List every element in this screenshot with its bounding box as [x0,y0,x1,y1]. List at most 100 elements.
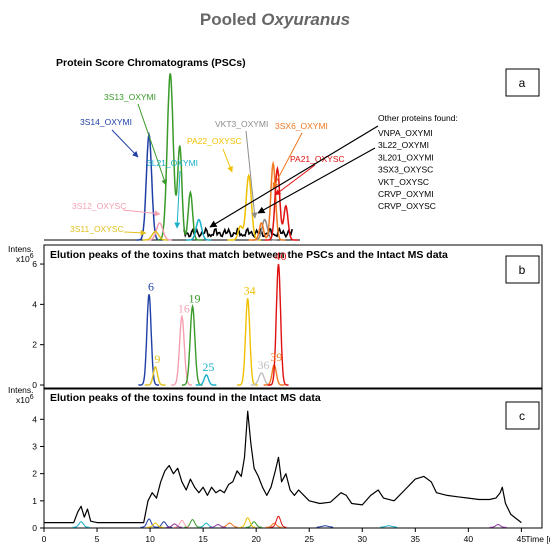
psc-label-3sx6-oxymi: 3SX6_OXYMI [275,121,328,131]
total-ion-trace [44,410,522,524]
psc-trace-pa21-oxysc [264,165,299,241]
panel-a-title: Protein Score Chromatograms (PSCs) [56,57,246,69]
panel-c-title: Elution peaks of the toxins found in the… [50,392,321,404]
psc-label-3s13-oxymi: 3S13_OXYMI [104,92,156,102]
psc-label-vkt3-oxymi: VKT3_OXYMI [215,119,268,129]
toxin-peak-label-19: 19 [189,291,201,305]
psc-label-arrow-3s12-oxysc [122,209,161,217]
figure-title-italic: Oxyuranus [261,10,350,29]
panel-b-yexp-base: x10 [16,254,30,264]
panel-a-curves [136,73,299,241]
ms-toxin-trace-c7-1 [239,517,256,528]
psc-label-arrow-pa22-oxysc [222,148,233,173]
ms-toxin-trace-c1-0 [72,521,90,528]
panel-b: Elution peaks of the toxins that match b… [8,244,543,390]
xtick-label: 0 [42,534,47,544]
psc-trace-3s12-oxysc [146,222,172,241]
ms-toxin-trace-c8-2 [489,523,507,528]
toxin-peak-label-34: 34 [244,283,256,297]
other-proteins-list: Other proteins found: VNPA_OXYMI 3L22_OXYM… [209,113,458,228]
psc-label-arrow-vkt3-oxymi [245,130,258,219]
psc-label-arrow-pa21-oxysc [274,164,316,196]
ms-toxin-trace-c6-0 [270,515,287,528]
toxin-peak-label-36: 36 [257,358,269,372]
ms-toxin-trace-c2-0 [140,518,157,528]
panel-a: Protein Score Chromatograms (PSCs) a 3S1… [44,57,540,241]
panel-a-labels: 3S13_OXYMI 3S14_OXYMI 3L21_OXYMI PA22_OXYSC… [70,92,345,236]
psc-label-3s14-oxymi: 3S14_OXYMI [80,117,132,127]
panel-b-ytick-label: 0 [32,380,37,390]
panel-c-curves [44,410,522,528]
toxin-peak-label-16: 16 [178,301,190,315]
toxin-peak-label-6: 6 [148,279,154,293]
panel-c-yexp-power: 6 [30,394,34,401]
xtick-label: 10 [145,534,155,544]
panel-b-title: Elution peaks of the toxins that match b… [50,249,448,261]
toxin-peak-9 [144,365,166,386]
psc-label-arrow-3l21-oxymi [174,170,181,229]
toxin-peak-label-40: 40 [274,249,286,263]
toxin-peak-label-9: 9 [154,352,160,366]
panel-c-yexp: x106 [16,394,34,405]
psc-label-arrow-3s11-oxysc [123,229,147,236]
toxin-peak-label-39: 39 [270,350,282,364]
xtick-label: 20 [251,534,261,544]
other-protein-item: CRVP_OXYSC [378,201,436,211]
panel-b-y-axis: 0 2 4 6 [32,259,44,390]
panel-c-frame [43,388,543,529]
toxin-peak-label-25: 25 [202,360,214,374]
other-proteins-arrow-2 [257,147,376,214]
psc-label-pa22-oxysc: PA22_OXYSC [187,136,242,146]
panel-c-ytick-label: 2 [32,469,37,479]
panel-a-letter-box [505,68,540,97]
panel-b-ytick-label: 6 [32,259,37,269]
psc-trace-3s13-oxymi [157,73,203,241]
panel-b-ylabel: Intens. [8,244,34,254]
psc-trace-3l21-oxymi [186,218,212,241]
other-protein-item: VNPA_OXYMI [378,128,433,138]
xtick-label: 5 [95,534,100,544]
toxin-peak-16 [171,314,192,386]
psc-label-pa21-oxysc: PA21_OXYSC [290,154,345,164]
toxin-peak-40 [267,263,289,386]
psc-label-3l21-oxymi: 3L21_OXYMI [147,158,198,168]
x-axis-label: Time [min] [525,534,550,544]
ms-toxin-trace-c5-1 [265,522,283,528]
figure-title-main: Pooled [200,10,261,29]
panel-b-ytick-label: 4 [32,299,37,309]
panel-b-letter-box [505,255,540,284]
panel-b-frame [43,244,543,389]
ms-toxin-trace-c2-2 [316,525,334,528]
ms-toxin-trace-c1-2 [380,525,398,528]
panel-c-ytick-label: 3 [32,441,37,451]
psc-label-arrow-3s14-oxymi [111,129,139,158]
ms-toxin-trace-c3-1 [245,521,262,528]
panel-c-ylabel: Intens. [8,385,34,395]
panel-c-ytick-label: 1 [32,496,37,506]
other-protein-item: CRVP_OXYMI [378,189,434,199]
xtick-label: 40 [464,534,474,544]
toxin-peak-25 [195,374,217,386]
psc-trace-3sx6-oxymi [248,160,286,241]
ms-toxin-trace-c8-0 [166,523,183,528]
ms-toxin-trace-c4-0 [173,519,190,528]
panel-b-ytick-label: 2 [32,340,37,350]
xtick-label: 25 [304,534,314,544]
ms-toxin-trace-c8-1 [209,523,226,528]
xtick-label: 45 [517,534,527,544]
other-protein-item: 3SX3_OXYSC [378,165,433,175]
psc-label-arrow-3sx6-oxymi [272,132,303,189]
other-proteins-arrow-1 [209,125,379,228]
other-proteins-title: Other proteins found: [378,113,458,123]
other-protein-item: 3L201_OXYMI [378,152,434,162]
xtick-label: 15 [198,534,208,544]
psc-trace-3s11-oxysc [142,230,168,241]
ms-toxin-trace-c5-0 [221,522,238,528]
panel-a-letter: a [519,76,526,90]
panel-c-ytick-label: 0 [32,523,37,533]
psc-label-arrow-3s13-oxymi [137,103,168,186]
psc-label-3s12-oxysc: 3S12_OXYSC [72,201,126,211]
